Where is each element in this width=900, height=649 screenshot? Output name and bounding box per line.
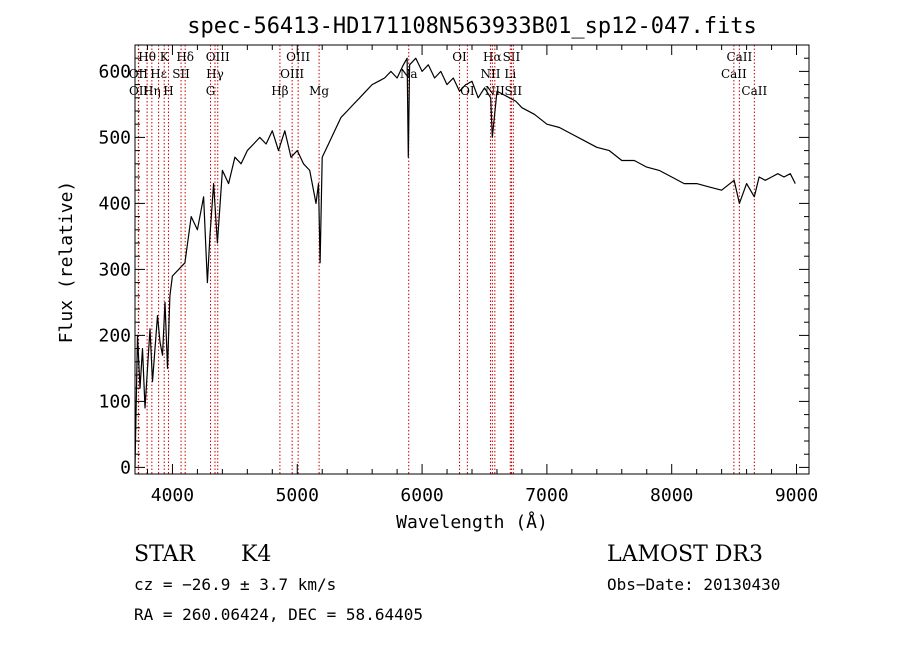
y-axis: 0 100 200 300 400 500 600 [98, 57, 809, 478]
y-tick-label-6: 600 [98, 61, 131, 82]
coordinates: RA = 260.06424, DEC = 58.64405 [134, 605, 423, 624]
y-tick-label-4: 400 [98, 193, 131, 214]
marker-label-12: Hβ [271, 84, 288, 98]
marker-label-14: OIII [280, 67, 304, 81]
marker-label-17: OI [452, 50, 467, 64]
x-axis: 4000 5000 6000 7000 8000 9000 [146, 45, 818, 506]
marker-label-21: NII [480, 67, 500, 81]
marker-label-23: Li [504, 67, 516, 81]
marker-label-27: CaII [741, 84, 767, 98]
marker-label-13: OIII [286, 50, 310, 64]
marker-label-26: CaII [721, 67, 747, 81]
x-tick-label-2: 6000 [400, 485, 443, 506]
marker-label-18: OI [460, 84, 475, 98]
x-tick-label-1: 5000 [276, 485, 319, 506]
x-tick-label-5: 9000 [775, 485, 818, 506]
spectrum-line [134, 57, 796, 468]
subclass: K4 [241, 542, 271, 567]
marker-label-9: OIII [206, 50, 230, 64]
marker-label-7: Hδ [176, 50, 194, 64]
marker-label-2: OII [129, 84, 149, 98]
x-tick-label-0: 4000 [151, 485, 194, 506]
marker-label-8: SII [172, 67, 190, 81]
marker-label-4: Hε [150, 67, 167, 81]
obs-date: Obs−Date: 20130430 [607, 575, 780, 594]
object-class: STAR [134, 542, 196, 567]
marker-label-20: SII [503, 50, 521, 64]
marker-label-11: G [206, 84, 216, 98]
x-axis-label: Wavelength (Å) [396, 511, 548, 533]
marker-label-24: SII [504, 84, 522, 98]
marker-label-3: Hη [143, 84, 161, 98]
marker-label-0: Hθ [138, 50, 156, 64]
chart-title: spec-56413-HD171108N563933B01_sp12-047.f… [187, 14, 757, 39]
x-tick-label-3: 7000 [525, 485, 568, 506]
y-axis-label: Flux (relative) [56, 181, 77, 344]
y-tick-label-0: 0 [120, 457, 131, 478]
plot-frame [134, 44, 810, 475]
y-tick-label-3: 300 [98, 259, 131, 280]
marker-label-25: CaII [726, 50, 752, 64]
marker-label-22: NII [485, 84, 505, 98]
marker-label-16: Na [400, 67, 418, 81]
marker-label-15: Mg [309, 84, 329, 98]
marker-label-10: Hγ [206, 67, 224, 81]
y-tick-label-2: 200 [98, 325, 131, 346]
x-tick-label-4: 8000 [650, 485, 693, 506]
survey-name: LAMOST DR3 [607, 542, 763, 567]
marker-label-5: K [160, 50, 170, 64]
y-tick-label-5: 500 [98, 127, 131, 148]
spectrum-series [134, 57, 796, 468]
marker-label-19: Hα [483, 50, 502, 64]
marker-label-6: H [163, 84, 173, 98]
redshift-velocity: cz = −26.9 ± 3.7 km/s [134, 575, 336, 594]
y-tick-label-1: 100 [98, 391, 131, 412]
